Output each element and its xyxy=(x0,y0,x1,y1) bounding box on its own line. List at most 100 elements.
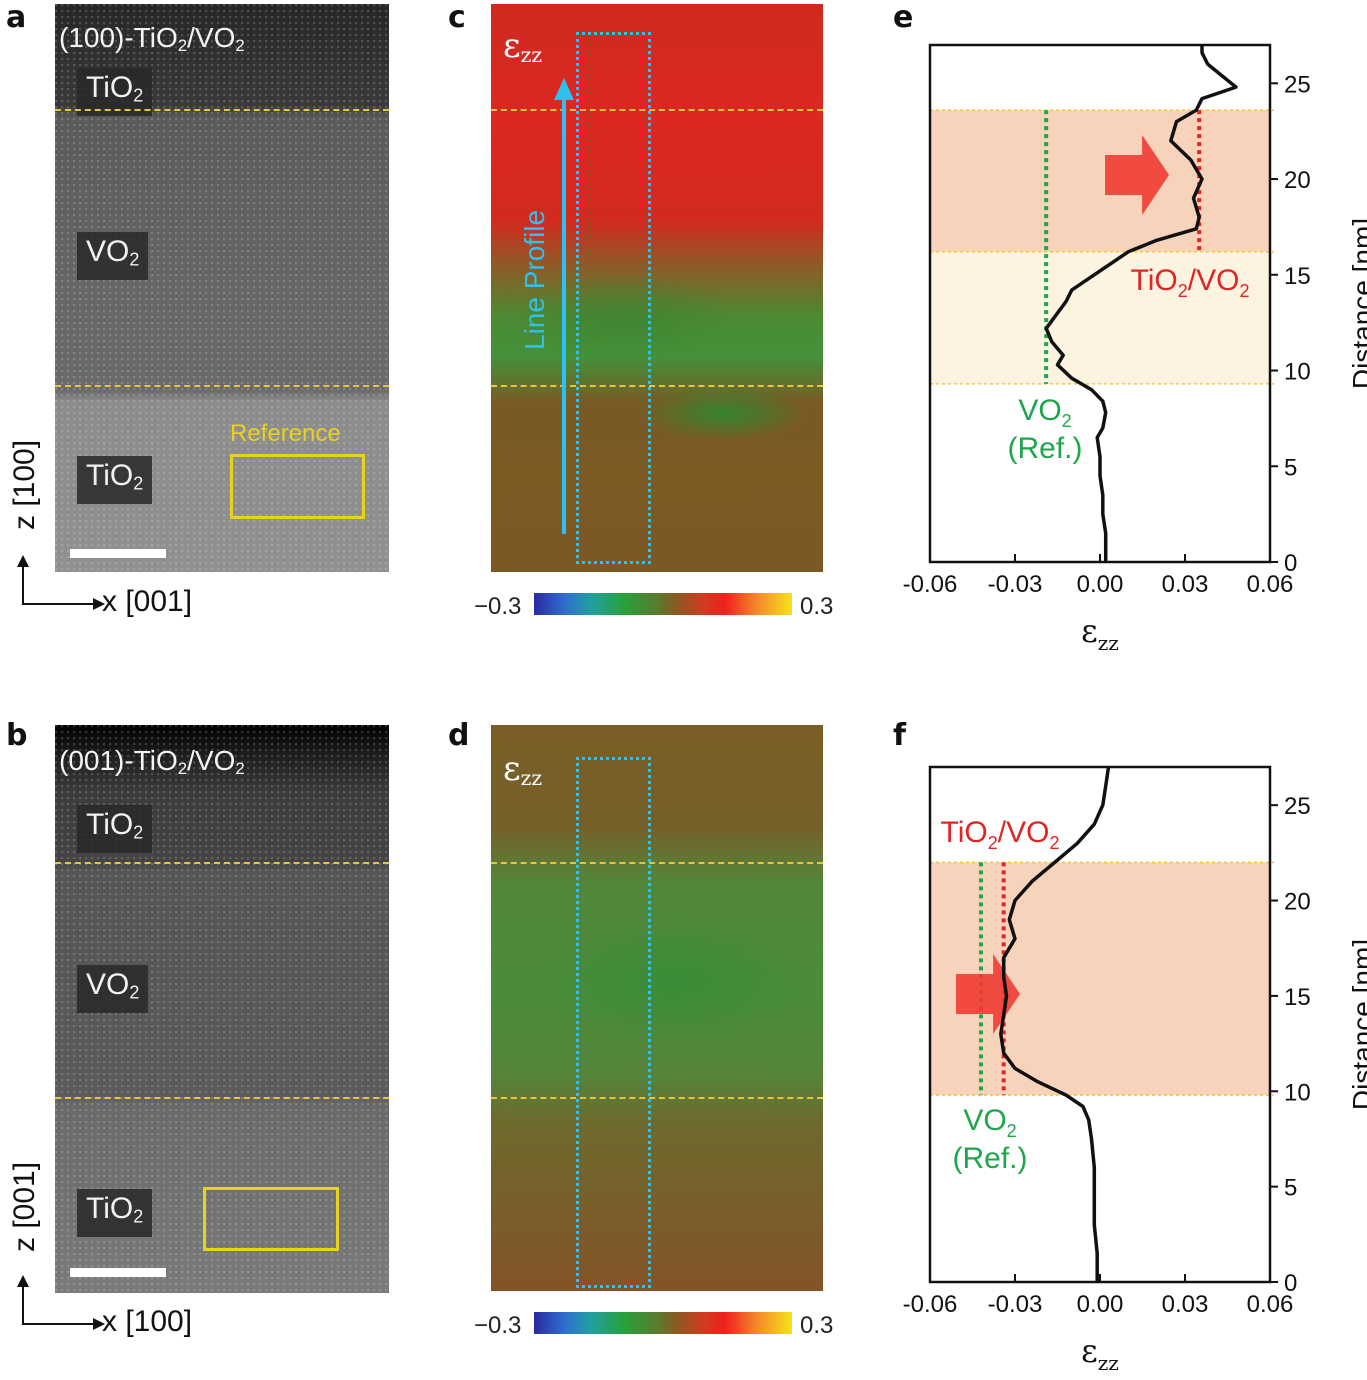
stem-title-b: (001)-TiO2/VO2 xyxy=(59,745,245,779)
layer-label-bottom: TiO2 xyxy=(77,456,153,504)
line-profile-box xyxy=(576,757,651,1288)
shaded-band xyxy=(930,110,1270,252)
interface-line-top xyxy=(55,109,389,111)
film-label-a: TiO xyxy=(1131,264,1178,297)
strain-profile-curve xyxy=(1044,45,1238,562)
reference-label: VO2 xyxy=(963,1104,1016,1141)
reference-label-text: VO xyxy=(1018,394,1061,427)
reference-label: Reference xyxy=(230,420,341,447)
y-axis-label: Distance [nm] xyxy=(1347,939,1367,1110)
layer-label-middle: VO2 xyxy=(77,965,149,1013)
x-axis-label: εzz xyxy=(1081,1332,1119,1375)
colorbar-min-d: −0.3 xyxy=(474,1312,522,1339)
colorbar-max-c: 0.3 xyxy=(800,593,834,620)
y-tick-label: 5 xyxy=(1284,454,1297,481)
y-tick-label: 5 xyxy=(1284,1175,1297,1202)
x-tick-label: 0.00 xyxy=(1077,571,1124,598)
interface-line-bottom xyxy=(55,1097,389,1099)
film-label-a: TiO xyxy=(941,816,988,849)
x-axis-label: εzz xyxy=(1081,612,1119,655)
interface-line-bottom xyxy=(491,1097,823,1099)
axis-arrows-b xyxy=(17,1275,105,1330)
x-tick-label: 0.06 xyxy=(1247,1291,1294,1318)
x-axis-label-sub: zz xyxy=(1098,631,1119,655)
reference-label-text: VO xyxy=(963,1104,1006,1137)
axis-vertical-label-a: z [100] xyxy=(8,439,41,530)
scale-bar xyxy=(70,549,166,558)
reference-label-sub: 2 xyxy=(1062,411,1072,431)
strain-map-c: εzz Line Profile xyxy=(491,4,823,572)
layer-label-top: TiO2 xyxy=(77,805,153,853)
x-tick-label: 0.03 xyxy=(1162,571,1209,598)
interface-line-bottom xyxy=(55,385,389,387)
y-tick-label: 15 xyxy=(1284,263,1311,290)
line-profile-label: Line Profile xyxy=(519,209,550,350)
shaded-band xyxy=(930,251,1270,384)
panel-d-letter: d xyxy=(448,718,470,753)
film-label: TiO2/VO2 xyxy=(1131,264,1250,301)
axis-horizontal-label-a: x [001] xyxy=(102,585,193,618)
film-label-sub1: 2 xyxy=(988,833,998,853)
reference-box xyxy=(230,454,365,519)
x-tick-label: 0.06 xyxy=(1247,571,1294,598)
panel-b-letter: b xyxy=(6,718,28,753)
x-tick-label: -0.06 xyxy=(903,571,958,598)
scale-bar xyxy=(70,1268,166,1277)
y-tick-label: 20 xyxy=(1284,889,1311,916)
y-tick-label: 20 xyxy=(1284,167,1311,194)
line-profile-box xyxy=(576,32,651,564)
line-profile-arrow xyxy=(554,78,574,534)
strain-profile-plot-e: -0.06 -0.03 0.00 0.03 0.060 5 10 15 20 25 εzz Dista… xyxy=(903,43,1367,655)
x-tick-label: -0.03 xyxy=(988,1291,1043,1318)
film-label: TiO2/VO2 xyxy=(941,816,1060,853)
axis-vertical-label-b: z [001] xyxy=(8,1161,41,1252)
reference-label: VO2 xyxy=(1018,394,1071,431)
stem-image-b: (001)-TiO2/VO2 TiO2 VO2 TiO2 xyxy=(55,725,389,1293)
y-tick-label: 10 xyxy=(1284,359,1311,386)
strain-profile-plot-f: -0.06 -0.03 0.00 0.03 0.060 5 10 15 20 25 εzz Dista… xyxy=(903,765,1367,1375)
colorbar-c xyxy=(534,593,792,615)
x-tick-label: -0.03 xyxy=(988,571,1043,598)
stem-image-a: (100)-TiO2/VO2 TiO2 VO2 TiO2 Reference xyxy=(55,4,389,572)
x-tick-label: 0.03 xyxy=(1162,1291,1209,1318)
stem-title-a: (100)-TiO2/VO2 xyxy=(59,22,245,56)
interface-line-top xyxy=(491,109,823,111)
film-label-sub2: 2 xyxy=(1049,833,1059,853)
x-axis-label-eps: ε xyxy=(1081,1332,1098,1370)
y-tick-label: 25 xyxy=(1284,71,1311,98)
colorbar-max-d: 0.3 xyxy=(800,1312,834,1339)
reference-label-ref: (Ref.) xyxy=(1008,432,1083,465)
interface-line-top xyxy=(55,862,389,864)
y-axis-label: Distance [nm] xyxy=(1347,218,1367,389)
y-tick-label: 0 xyxy=(1284,1270,1297,1297)
shift-arrow-icon xyxy=(1105,135,1169,215)
axis-arrows-a xyxy=(17,555,105,610)
panel-c-letter: c xyxy=(448,0,466,35)
film-label-b: /VO xyxy=(998,816,1050,849)
film-label-b: /VO xyxy=(1188,264,1240,297)
x-axis-label-sub: zz xyxy=(1098,1351,1119,1375)
strain-map-d: εzz xyxy=(491,725,823,1291)
reference-label-sub: 2 xyxy=(1007,1121,1017,1141)
film-label-sub2: 2 xyxy=(1239,281,1249,301)
layer-label-top: TiO2 xyxy=(77,68,153,116)
interface-line-top xyxy=(491,862,823,864)
interface-line-bottom xyxy=(491,385,823,387)
axis-horizontal-label-b: x [100] xyxy=(102,1305,193,1338)
film-label-sub1: 2 xyxy=(1178,281,1188,301)
reference-box xyxy=(203,1187,339,1251)
reference-label-ref: (Ref.) xyxy=(953,1142,1028,1175)
y-tick-label: 15 xyxy=(1284,984,1311,1011)
panel-a-letter: a xyxy=(6,0,27,35)
epsilon-label: εzz xyxy=(503,26,543,68)
x-axis-label-eps: ε xyxy=(1081,612,1098,650)
layer-label-middle: VO2 xyxy=(77,232,149,280)
y-tick-label: 0 xyxy=(1284,550,1297,577)
colorbar-d xyxy=(534,1312,792,1334)
x-tick-label: 0.00 xyxy=(1077,1291,1124,1318)
strain-profile-curve xyxy=(999,766,1111,1282)
colorbar-min-c: −0.3 xyxy=(474,593,522,620)
panel-e-letter: e xyxy=(893,0,914,35)
x-tick-label: -0.06 xyxy=(903,1291,958,1318)
layer-label-bottom: TiO2 xyxy=(77,1189,153,1237)
